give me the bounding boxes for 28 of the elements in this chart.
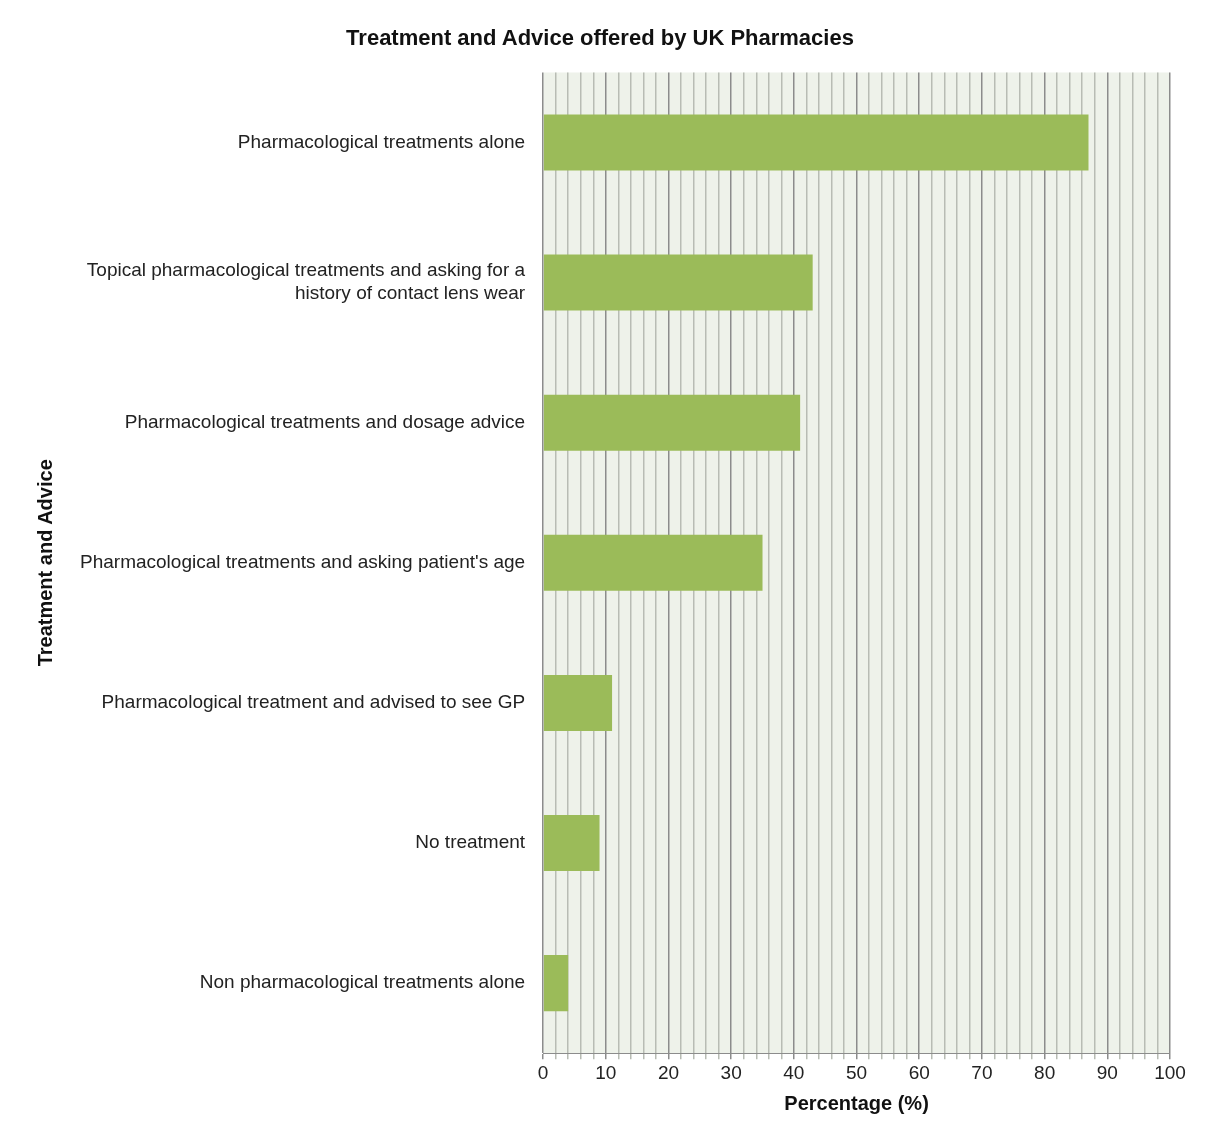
x-tick-label: 10 (595, 1061, 617, 1083)
bar (543, 254, 813, 311)
y-axis-title: Treatment and Advice (33, 459, 56, 667)
x-tick-label: 0 (537, 1061, 549, 1083)
x-tick-label: 30 (720, 1061, 742, 1083)
x-tick-label: 50 (845, 1061, 868, 1083)
bar (543, 955, 569, 1012)
x-tick-label: 40 (783, 1061, 805, 1083)
x-tick-label: 70 (971, 1061, 993, 1083)
x-tick-label: 60 (908, 1061, 930, 1083)
y-tick-label: Non pharmacological treatments alone (199, 971, 526, 993)
y-tick-label: Pharmacological treatment and advised to see GP (101, 691, 526, 713)
bar (543, 534, 763, 591)
bar (543, 674, 613, 731)
y-tick-label: No treatment (415, 831, 526, 853)
bar (543, 394, 801, 451)
y-tick-label: Pharmacological treatments alone (237, 130, 526, 152)
y-tick-label: Topical pharmacological treatments and asking for a history of contact lens wear (86, 259, 526, 304)
x-tick-label: 100 (1154, 1061, 1186, 1083)
bar (543, 815, 600, 872)
chart-title: Treatment and Advice offered by UK Pharmacies (346, 25, 854, 51)
x-axis-title: Percentage (%) (784, 1091, 929, 1114)
y-tick-label: Pharmacological treatments and dosage advice (124, 410, 526, 432)
x-tick-label: 80 (1034, 1061, 1056, 1083)
x-tick-label: 90 (1096, 1061, 1118, 1083)
x-tick-label: 20 (657, 1061, 680, 1083)
bar (543, 114, 1089, 171)
y-tick-label: Pharmacological treatments and asking patient's age (80, 551, 526, 573)
